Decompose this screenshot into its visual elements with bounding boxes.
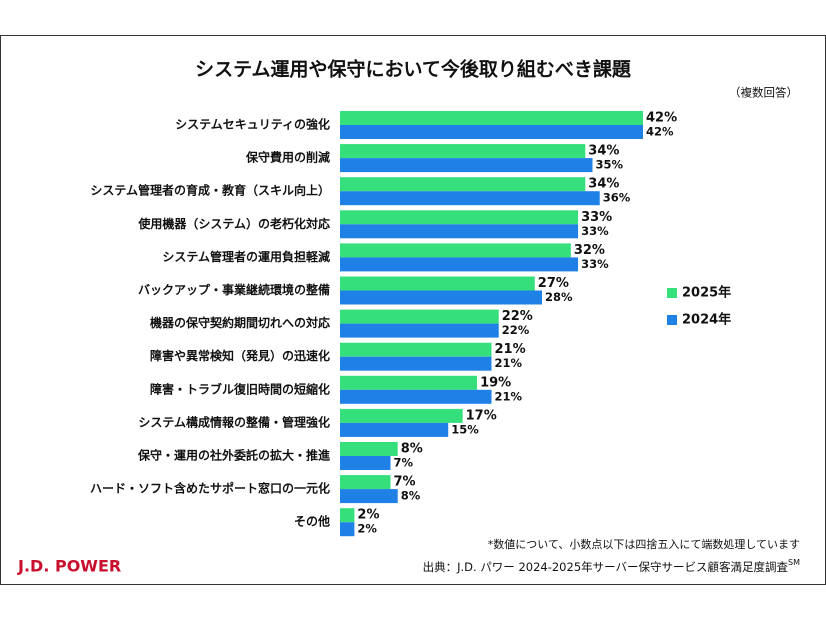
data-label: 19% [480,375,511,390]
bar [340,191,600,206]
data-label: 15% [451,422,479,436]
y-tick-label: バックアップ・事業継続環境の整備 [138,282,330,297]
data-label: 42% [646,111,677,126]
data-label: 34% [588,177,619,192]
bar [340,389,492,404]
y-tick-label: ハード・ソフト含めたサポート窓口の一元化 [90,481,330,496]
y-tick-label: その他 [294,514,330,529]
data-label: 2% [357,508,379,523]
bar [340,224,579,239]
data-label: 21% [495,356,523,370]
bar [340,456,391,470]
subtitle: （複数回答） [729,86,798,100]
y-tick-label: 保守費用の削減 [245,150,330,165]
bar [340,290,542,305]
bar [340,475,391,490]
data-label: 8% [401,442,423,457]
data-label: 8% [401,489,421,503]
bar [340,442,398,456]
data-label: 33% [581,210,612,225]
y-tick-label: 保守・運用の社外委託の拡大・推進 [137,448,331,463]
chart-title: システム運用や保守において今後取り組むべき課題 [195,58,632,81]
data-label: 33% [581,224,609,238]
bar [340,375,478,390]
y-tick-label: システム構成情報の整備・管理強化 [138,414,330,429]
data-label: 22% [502,309,533,324]
bar [340,309,499,324]
source: 出典：J.D. パワー 2024-2025年サーバー保守サービス顧客満足度調査S… [423,558,801,574]
y-tick-label: 機器の保守契約期間切れへの対応 [150,315,330,330]
y-tick-label: 障害や異常検知（発見）の迅速化 [150,348,330,363]
data-label: 42% [646,125,674,139]
logo: J.D. POWER [17,557,121,576]
data-label: 7% [394,456,414,470]
data-label: 28% [545,290,573,304]
bar [340,422,449,437]
data-label: 27% [538,276,569,291]
bar [340,243,571,258]
bar [340,111,643,125]
legend-label: 2024年 [682,312,731,328]
footnote: *数値について、小数点以下は四捨五入にて端数処理しています [488,537,800,551]
bar [340,489,398,504]
y-tick-label: システムセキュリティの強化 [175,117,330,132]
source-text: 出典：J.D. パワー 2024-2025年サーバー保守サービス顧客満足度調査 [423,560,789,574]
bar [340,323,499,338]
y-tick-label: システム管理者の育成・教育（スキル向上） [90,183,330,198]
data-label: 22% [502,323,530,337]
y-tick-label: 障害・トラブル復旧時間の短縮化 [150,381,330,396]
data-label: 21% [495,342,526,357]
y-tick-label: システム管理者の運用負担軽減 [162,249,330,264]
bar [340,177,586,192]
data-label: 2% [357,522,377,536]
data-label: 21% [495,389,523,403]
legend-swatch [667,288,677,298]
bar [340,257,579,272]
legend-swatch [667,315,677,325]
legend-label: 2025年 [682,285,731,301]
bar [340,276,535,291]
bar [340,356,492,371]
data-label: 34% [588,144,619,159]
bar [340,522,355,537]
data-label: 35% [596,158,624,172]
bar [340,144,586,159]
data-label: 32% [574,243,605,258]
y-tick-label: 使用機器（システム）の老朽化対応 [137,216,330,231]
bar [340,408,463,423]
bar [340,342,492,357]
bar [340,125,643,139]
bar [340,508,355,523]
data-label: 17% [466,408,497,423]
data-label: 33% [581,257,609,271]
bar [340,210,579,225]
data-label: 36% [603,191,631,205]
bar [340,158,593,173]
data-label: 7% [394,475,416,490]
source-mark: SM [788,558,800,567]
